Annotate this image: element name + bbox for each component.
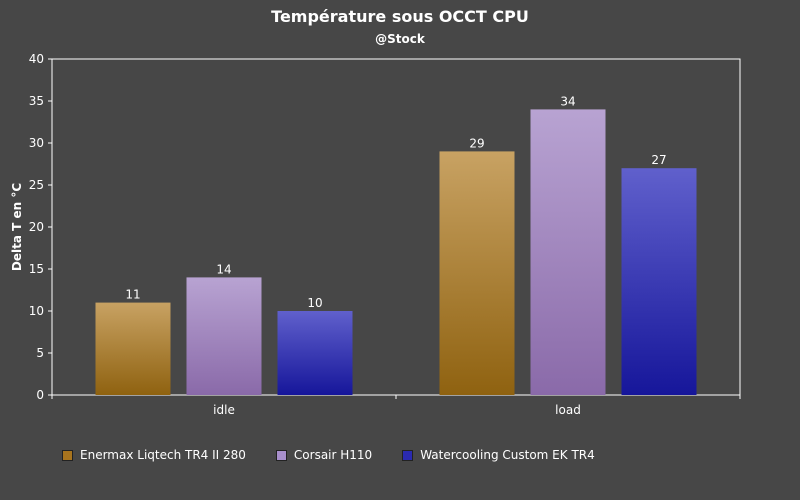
y-tick-label: 40 (29, 52, 44, 66)
bar-load-series-2 (621, 168, 697, 395)
legend-label: Watercooling Custom EK TR4 (420, 448, 595, 462)
legend-item: Corsair H110 (275, 448, 373, 462)
bar-idle-series-0 (95, 302, 171, 395)
legend-label: Enermax Liqtech TR4 II 280 (80, 448, 246, 462)
y-tick-label: 25 (29, 178, 44, 192)
y-tick-label: 0 (36, 388, 44, 402)
y-tick-label: 5 (36, 346, 44, 360)
bar-load-series-0 (439, 151, 515, 395)
data-label: 14 (216, 262, 231, 276)
x-tick-label: load (555, 403, 581, 417)
chart-title: Température sous OCCT CPU (271, 7, 529, 26)
y-tick-label: 20 (29, 220, 44, 234)
y-tick-label: 10 (29, 304, 44, 318)
bar-idle-series-2 (277, 311, 353, 395)
bar-idle-series-1 (186, 277, 262, 395)
y-tick-label: 15 (29, 262, 44, 276)
bar-load-series-1 (530, 109, 606, 396)
legend-item: Enermax Liqtech TR4 II 280 (62, 448, 246, 462)
y-axis-label: Delta T en °C (10, 183, 24, 271)
legend-swatch (275, 449, 287, 461)
legend-label: Corsair H110 (293, 448, 373, 462)
legend: Enermax Liqtech TR4 II 280 Corsair H110 Wa… (62, 446, 595, 464)
y-tick-label: 35 (29, 94, 44, 108)
legend-swatch (62, 449, 73, 461)
data-label: 10 (307, 296, 322, 310)
data-label: 29 (469, 136, 484, 150)
chart-subtitle: @Stock (375, 32, 425, 46)
data-label: 34 (560, 94, 575, 108)
x-tick-label: idle (213, 403, 235, 417)
legend-swatch (402, 449, 414, 461)
legend-item: Watercooling Custom EK TR4 (402, 448, 595, 462)
y-tick-label: 30 (29, 136, 44, 150)
data-label: 27 (651, 153, 666, 167)
data-label: 11 (125, 288, 140, 302)
